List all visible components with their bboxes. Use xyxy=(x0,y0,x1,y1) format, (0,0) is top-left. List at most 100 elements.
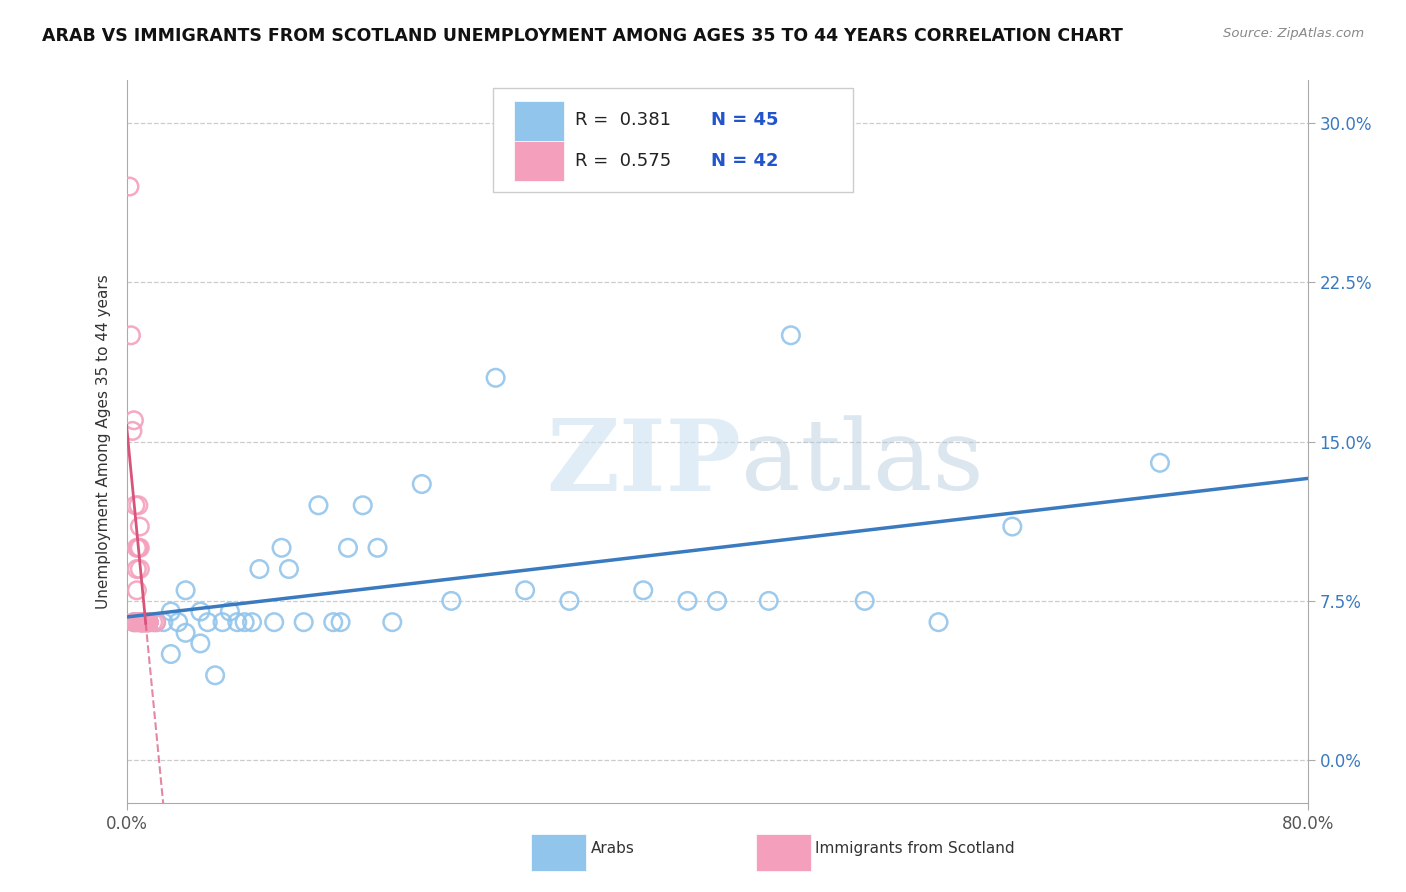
Point xyxy=(263,615,285,630)
Point xyxy=(352,498,374,512)
Point xyxy=(484,371,508,385)
Point xyxy=(134,615,156,630)
Point xyxy=(1149,456,1171,470)
Point xyxy=(758,594,780,608)
Point xyxy=(129,615,153,630)
Text: Source: ZipAtlas.com: Source: ZipAtlas.com xyxy=(1223,27,1364,40)
Point xyxy=(853,594,876,608)
Point xyxy=(135,615,157,630)
Point xyxy=(928,615,950,630)
Point xyxy=(440,594,463,608)
Point xyxy=(249,562,271,576)
Text: Immigrants from Scotland: Immigrants from Scotland xyxy=(815,841,1015,855)
Text: ZIP: ZIP xyxy=(546,415,741,512)
Text: N = 45: N = 45 xyxy=(711,111,779,129)
Point xyxy=(128,519,150,533)
Point xyxy=(142,615,165,630)
Point xyxy=(128,615,150,630)
Point xyxy=(120,328,142,343)
Point xyxy=(127,615,149,630)
Point xyxy=(174,583,197,598)
Point xyxy=(558,594,581,608)
Point xyxy=(125,615,148,630)
Point xyxy=(118,179,141,194)
Point xyxy=(337,541,360,555)
Point xyxy=(136,615,159,630)
Point xyxy=(780,328,803,343)
Point xyxy=(132,615,155,630)
Point xyxy=(367,541,389,555)
Text: R =  0.575: R = 0.575 xyxy=(575,153,672,170)
Point xyxy=(127,541,149,555)
Point xyxy=(134,615,156,630)
Point xyxy=(160,647,183,661)
FancyBboxPatch shape xyxy=(515,101,564,141)
Point xyxy=(1001,519,1024,533)
Point xyxy=(233,615,256,630)
Point xyxy=(411,477,433,491)
Point xyxy=(329,615,352,630)
Point xyxy=(211,615,233,630)
Text: N = 42: N = 42 xyxy=(711,153,779,170)
Point xyxy=(174,625,197,640)
Text: ARAB VS IMMIGRANTS FROM SCOTLAND UNEMPLOYMENT AMONG AGES 35 TO 44 YEARS CORRELAT: ARAB VS IMMIGRANTS FROM SCOTLAND UNEMPLO… xyxy=(42,27,1123,45)
Point xyxy=(129,615,153,630)
Point xyxy=(322,615,344,630)
Point xyxy=(122,413,145,427)
Point xyxy=(226,615,249,630)
Point xyxy=(676,594,699,608)
Point xyxy=(134,615,156,630)
Point xyxy=(136,615,159,630)
Point xyxy=(167,615,190,630)
Point xyxy=(138,615,160,630)
Point xyxy=(270,541,292,555)
Point xyxy=(135,615,157,630)
Point xyxy=(132,615,155,630)
Point xyxy=(136,615,159,630)
Point xyxy=(292,615,315,630)
Point xyxy=(706,594,728,608)
Point xyxy=(204,668,226,682)
Point xyxy=(122,615,145,630)
Point xyxy=(138,615,160,630)
Point xyxy=(124,615,146,630)
FancyBboxPatch shape xyxy=(492,87,853,193)
Point xyxy=(381,615,404,630)
Point xyxy=(124,498,146,512)
Point xyxy=(125,562,148,576)
Point xyxy=(278,562,301,576)
Point xyxy=(138,615,160,630)
FancyBboxPatch shape xyxy=(515,141,564,181)
Point xyxy=(132,615,155,630)
Point xyxy=(138,615,160,630)
Point xyxy=(128,562,150,576)
Point xyxy=(308,498,330,512)
Point xyxy=(125,541,148,555)
Text: R =  0.381: R = 0.381 xyxy=(575,111,671,129)
Point xyxy=(129,615,153,630)
Point xyxy=(135,615,157,630)
Point xyxy=(127,498,149,512)
Point xyxy=(515,583,537,598)
Point xyxy=(188,605,212,619)
Point xyxy=(128,541,150,555)
Text: Arabs: Arabs xyxy=(591,841,634,855)
Point xyxy=(129,615,153,630)
Point xyxy=(122,615,145,630)
Point xyxy=(188,636,212,650)
Point xyxy=(219,605,242,619)
Point xyxy=(240,615,263,630)
Point xyxy=(197,615,219,630)
Point xyxy=(129,615,153,630)
Point xyxy=(129,615,153,630)
Point xyxy=(633,583,655,598)
Point xyxy=(152,615,174,630)
Point xyxy=(145,615,167,630)
Point xyxy=(125,583,148,598)
Point xyxy=(129,615,153,630)
Point xyxy=(121,424,143,438)
Point xyxy=(160,605,183,619)
Y-axis label: Unemployment Among Ages 35 to 44 years: Unemployment Among Ages 35 to 44 years xyxy=(96,274,111,609)
Point xyxy=(145,615,167,630)
Text: atlas: atlas xyxy=(741,416,983,511)
